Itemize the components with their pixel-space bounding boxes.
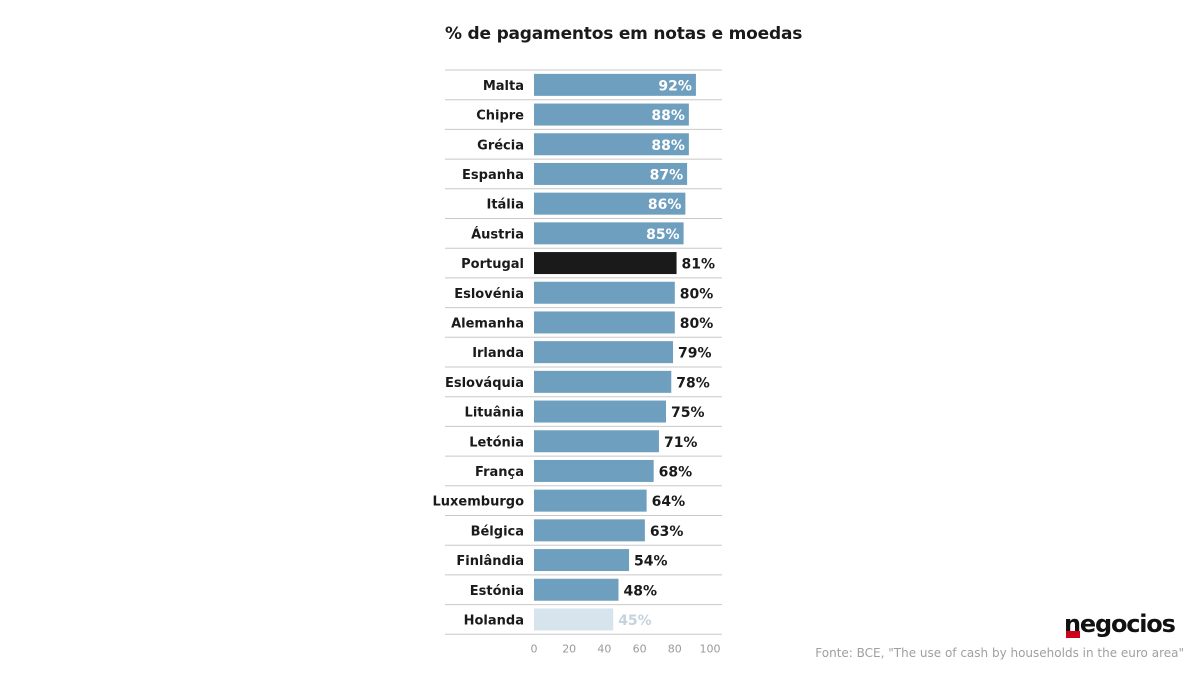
category-label: Bélgica bbox=[471, 524, 524, 539]
category-label: Holanda bbox=[464, 613, 524, 628]
category-label: Irlanda bbox=[472, 346, 524, 361]
category-label: Luxemburgo bbox=[433, 495, 525, 510]
category-label: Chipre bbox=[476, 109, 524, 124]
bar bbox=[534, 400, 666, 423]
category-label: Estónia bbox=[470, 584, 524, 599]
bar bbox=[534, 222, 684, 245]
x-tick-label: 100 bbox=[700, 642, 721, 655]
bar bbox=[534, 578, 619, 601]
bar bbox=[534, 133, 689, 156]
bar bbox=[534, 103, 689, 126]
x-tick-label: 0 bbox=[531, 642, 538, 655]
bar bbox=[534, 608, 614, 631]
category-label: Espanha bbox=[462, 168, 524, 183]
value-label: 87% bbox=[650, 167, 684, 183]
value-label: 86% bbox=[648, 197, 682, 213]
source-note: Fonte: BCE, "The use of cash by househol… bbox=[815, 646, 1184, 660]
value-label: 64% bbox=[652, 494, 686, 510]
x-tick-label: 20 bbox=[562, 642, 576, 655]
category-label: Grécia bbox=[477, 138, 524, 153]
category-label: França bbox=[475, 465, 524, 480]
category-label: Finlândia bbox=[456, 554, 524, 569]
value-label: 75% bbox=[671, 405, 705, 421]
category-label: Eslováquia bbox=[445, 376, 524, 391]
bar bbox=[534, 459, 654, 482]
category-label: Letónia bbox=[469, 435, 524, 450]
value-label: 88% bbox=[651, 138, 685, 154]
x-tick-label: 40 bbox=[597, 642, 611, 655]
x-tick-label: 60 bbox=[633, 642, 647, 655]
value-label: 79% bbox=[678, 346, 712, 362]
chart-title: % de pagamentos em notas e moedas bbox=[445, 24, 803, 44]
bar bbox=[534, 252, 677, 275]
value-label: 85% bbox=[646, 227, 680, 243]
value-label: 63% bbox=[650, 524, 684, 540]
value-label: 54% bbox=[634, 554, 668, 570]
logo-red-mark bbox=[1066, 631, 1080, 638]
value-label: 92% bbox=[658, 78, 692, 94]
negocios-logo: negocios bbox=[1064, 610, 1176, 638]
bar bbox=[534, 192, 686, 215]
category-label: Áustria bbox=[471, 226, 524, 242]
value-label: 80% bbox=[680, 316, 714, 332]
bar bbox=[534, 162, 688, 185]
bar bbox=[534, 430, 659, 453]
bar bbox=[534, 370, 672, 393]
category-label: Lituânia bbox=[465, 406, 524, 421]
value-label: 81% bbox=[682, 257, 716, 273]
bar bbox=[534, 341, 674, 364]
x-tick-label: 80 bbox=[668, 642, 682, 655]
value-label: 78% bbox=[676, 375, 710, 391]
value-label: 80% bbox=[680, 286, 714, 302]
value-label: 45% bbox=[618, 613, 652, 629]
bar bbox=[534, 311, 675, 334]
category-label: Malta bbox=[483, 79, 524, 94]
bar bbox=[534, 519, 645, 542]
value-label: 48% bbox=[623, 583, 657, 599]
category-label: Itália bbox=[486, 198, 524, 213]
bar bbox=[534, 73, 696, 96]
category-label: Portugal bbox=[461, 257, 524, 272]
category-label: Alemanha bbox=[451, 316, 524, 331]
bar bbox=[534, 489, 647, 512]
bar bbox=[534, 281, 675, 304]
value-label: 68% bbox=[659, 464, 693, 480]
category-label: Eslovénia bbox=[454, 287, 524, 302]
bar bbox=[534, 549, 630, 572]
value-label: 88% bbox=[651, 108, 685, 124]
value-label: 71% bbox=[664, 435, 698, 451]
